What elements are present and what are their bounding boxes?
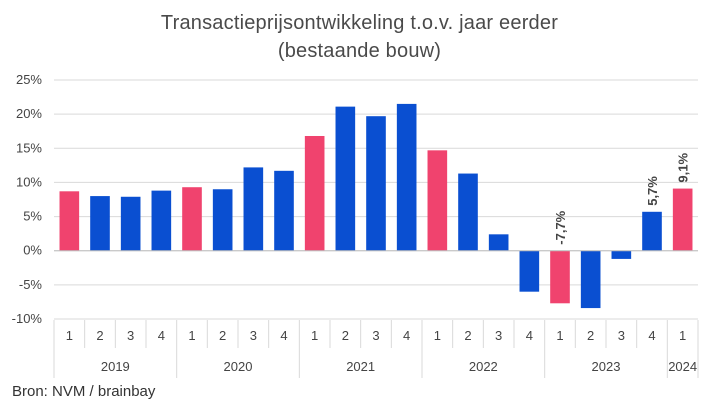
bar (611, 250, 632, 259)
quarter-label: 4 (403, 328, 410, 343)
quarter-label: 1 (679, 328, 686, 343)
y-tick-label: 25% (16, 72, 42, 87)
bar (519, 250, 540, 292)
y-tick-label: -5% (19, 277, 43, 292)
source-note: Bron: NVM / brainbay (12, 383, 156, 400)
quarter-label: 4 (526, 328, 533, 343)
y-tick-label: 5% (23, 209, 42, 224)
year-label: 2024 (668, 359, 697, 374)
data-label: 5,7% (645, 176, 660, 206)
bar (304, 135, 325, 251)
quarter-label: 1 (66, 328, 73, 343)
y-tick-label: 15% (16, 140, 42, 155)
bar (396, 103, 417, 251)
y-tick-label: -10% (12, 311, 43, 326)
chart-title: Transactieprijsontwikkeling t.o.v. jaar … (160, 12, 559, 34)
quarter-label: 2 (464, 328, 471, 343)
quarter-label: 1 (556, 328, 563, 343)
bar (243, 167, 264, 251)
data-label: -7,7% (553, 210, 568, 244)
bar (182, 187, 202, 251)
y-tick-label: 0% (23, 243, 42, 258)
bar (120, 196, 141, 251)
bar (672, 188, 693, 251)
bar (212, 189, 233, 251)
year-label: 2022 (469, 359, 498, 374)
year-label: 2019 (101, 359, 130, 374)
year-label: 2021 (346, 359, 375, 374)
quarter-label: 2 (587, 328, 594, 343)
bar (335, 106, 356, 251)
bar (458, 173, 478, 251)
quarter-label: 1 (188, 328, 195, 343)
quarter-label: 3 (495, 328, 502, 343)
bar (366, 116, 386, 251)
quarter-label: 4 (158, 328, 165, 343)
year-label: 2020 (224, 359, 253, 374)
y-tick-label: 20% (16, 106, 42, 121)
bar (580, 250, 601, 309)
bar (642, 211, 662, 251)
quarter-label: 1 (434, 328, 441, 343)
bar (488, 234, 509, 251)
quarter-label: 1 (311, 328, 318, 343)
bar (274, 170, 294, 251)
y-tick-label: 10% (16, 174, 42, 189)
bar (151, 190, 172, 251)
quarter-label: 3 (618, 328, 625, 343)
data-label: 9,1% (676, 153, 691, 183)
quarter-label: 4 (280, 328, 287, 343)
bar (550, 250, 570, 304)
quarter-label: 2 (219, 328, 226, 343)
quarter-label: 4 (648, 328, 655, 343)
quarter-label: 2 (342, 328, 349, 343)
year-label: 2023 (592, 359, 621, 374)
quarter-label: 3 (250, 328, 257, 343)
quarter-label: 3 (127, 328, 134, 343)
quarter-label: 2 (96, 328, 103, 343)
chart-subtitle: (bestaande bouw) (277, 40, 442, 62)
bar (59, 191, 80, 251)
quarter-label: 3 (372, 328, 379, 343)
bar (427, 150, 448, 251)
bar (90, 196, 110, 251)
